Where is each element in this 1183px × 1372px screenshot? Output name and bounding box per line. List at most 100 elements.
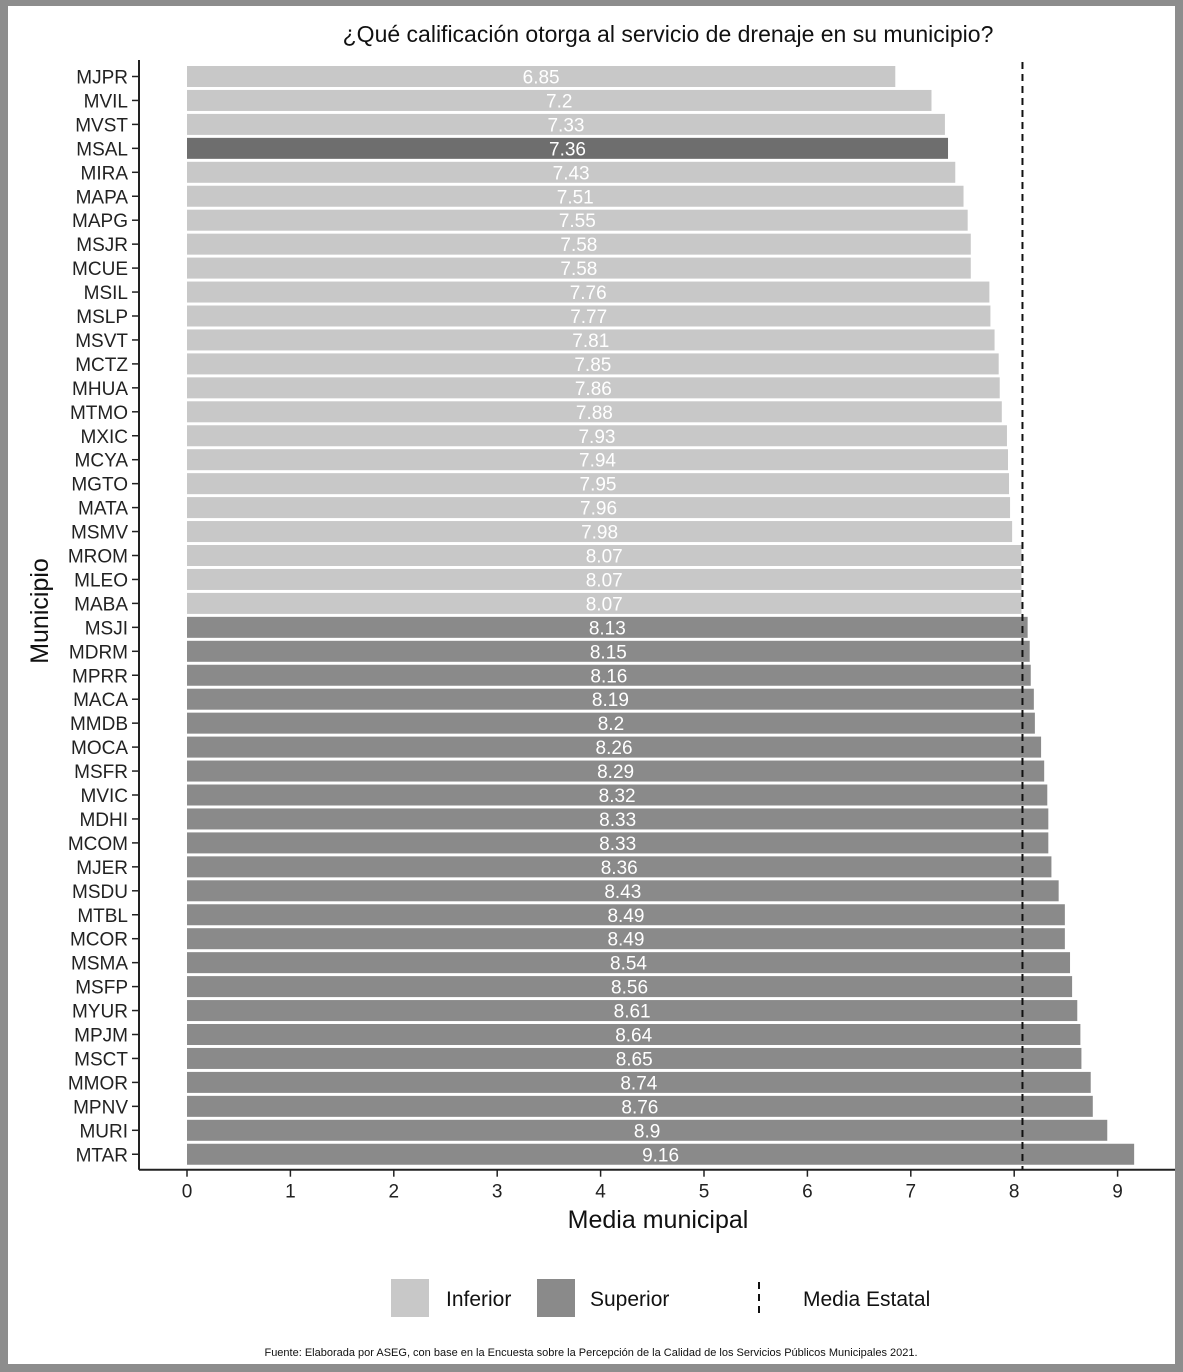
- bar-mvst: [187, 113, 945, 135]
- x-tick-label-2: 2: [389, 1182, 400, 1203]
- bar-msfp: [187, 976, 1073, 998]
- y-tick-label-mmdb: MMDB: [70, 714, 128, 735]
- bar-label-msji: 8.13: [589, 618, 626, 639]
- bar-label-msfr: 8.29: [597, 762, 634, 783]
- bar-label-mctz: 7.85: [574, 355, 611, 376]
- y-tick-label-msct: MSCT: [74, 1049, 128, 1070]
- legend-label-media-estatal: Media Estatal: [803, 1288, 930, 1311]
- bar-label-mtbl: 8.49: [607, 906, 644, 927]
- bar-mpjm: [187, 1024, 1081, 1045]
- bar-label-mmor: 8.74: [620, 1073, 657, 1094]
- bar-label-mdhi: 8.33: [599, 810, 636, 831]
- bar-label-mata: 7.96: [580, 499, 617, 520]
- bar-msdu: [187, 880, 1059, 902]
- bar-label-msjr: 7.58: [560, 235, 597, 256]
- bar-label-msvt: 7.81: [572, 331, 609, 352]
- bar-label-mjer: 8.36: [601, 858, 638, 879]
- legend-swatch-inferior: [391, 1279, 429, 1317]
- x-tick-label-1: 1: [285, 1182, 296, 1203]
- bar-mslp: [187, 305, 991, 327]
- bar-label-mcya: 7.94: [579, 451, 616, 472]
- y-tick-label-mvst: MVST: [75, 115, 128, 136]
- bar-label-mrom: 8.07: [586, 547, 623, 568]
- bar-label-mslp: 7.77: [570, 307, 607, 328]
- bar-msjr: [187, 233, 971, 255]
- chart-title: ¿Qué calificación otorga al servicio de …: [343, 21, 994, 47]
- bar-mmor: [187, 1071, 1091, 1093]
- y-tick-label-mvic: MVIC: [81, 786, 129, 807]
- y-tick-label-mdhi: MDHI: [79, 810, 128, 831]
- x-tick-label-4: 4: [595, 1182, 606, 1203]
- bar-mjpr: [187, 66, 896, 87]
- bar-moca: [187, 736, 1042, 758]
- bar-mcya: [187, 449, 1008, 471]
- bar-label-mcue: 7.58: [560, 259, 597, 280]
- x-axis-label: Media municipal: [568, 1206, 749, 1234]
- bar-mjer: [187, 856, 1052, 878]
- source-note: Fuente: Elaborada por ASEG, con base en …: [264, 1347, 917, 1359]
- y-tick-label-mvil: MVIL: [84, 91, 128, 112]
- bar-mcor: [187, 928, 1065, 950]
- y-tick-label-msal: MSAL: [76, 139, 128, 160]
- y-tick-label-mpnv: MPNV: [73, 1097, 128, 1118]
- bar-chart: ¿Qué calificación otorga al servicio de …: [26, 21, 1175, 1359]
- y-tick-label-msfr: MSFR: [74, 762, 128, 783]
- y-tick-label-muri: MURI: [79, 1121, 128, 1142]
- bar-label-maba: 8.07: [586, 594, 623, 615]
- x-tick-label-9: 9: [1112, 1182, 1123, 1203]
- bar-label-mvst: 7.33: [547, 115, 584, 136]
- bar-label-msfp: 8.56: [611, 978, 648, 999]
- bar-label-msdu: 8.43: [604, 882, 641, 903]
- y-tick-label-mdrm: MDRM: [69, 642, 128, 663]
- y-axis-label: Municipio: [26, 558, 54, 664]
- bar-muri: [187, 1119, 1108, 1141]
- bar-label-msmv: 7.98: [581, 523, 618, 544]
- bar-mpnv: [187, 1095, 1093, 1117]
- y-tick-label-mhua: MHUA: [72, 379, 128, 400]
- bar-label-mmdb: 8.2: [598, 714, 624, 735]
- bar-label-mjpr: 6.85: [523, 68, 560, 89]
- bar-mgto: [187, 473, 1010, 495]
- y-tick-label-mgto: MGTO: [71, 475, 128, 496]
- bar-msil: [187, 281, 990, 303]
- y-tick-label-mata: MATA: [78, 499, 128, 520]
- bar-label-mpjm: 8.64: [615, 1026, 652, 1047]
- bar-msfr: [187, 760, 1045, 782]
- bar-label-mxic: 7.93: [578, 427, 615, 448]
- legend-label-inferior: Inferior: [446, 1288, 511, 1311]
- y-tick-label-msfp: MSFP: [75, 978, 128, 999]
- y-tick-label-mpjm: MPJM: [74, 1026, 128, 1047]
- legend-swatch-superior: [537, 1279, 575, 1317]
- bar-msji: [187, 616, 1028, 638]
- bar-label-mcom: 8.33: [599, 834, 636, 855]
- bar-label-mtmo: 7.88: [576, 403, 613, 424]
- y-tick-label-myur: MYUR: [72, 1002, 128, 1023]
- y-tick-label-mxic: MXIC: [81, 427, 129, 448]
- bar-maba: [187, 592, 1022, 614]
- x-tick-label-5: 5: [699, 1182, 710, 1203]
- bar-mdhi: [187, 808, 1049, 830]
- x-axis: 0 1 2 3 4 5 6 7 8 9: [139, 1168, 1175, 1203]
- bar-label-mprr: 8.16: [590, 666, 627, 687]
- bar-label-msct: 8.65: [616, 1049, 653, 1070]
- bar-mapg: [187, 209, 968, 231]
- bar-label-maca: 8.19: [592, 690, 629, 711]
- legend-label-superior: Superior: [590, 1288, 669, 1311]
- y-tick-label-mjpr: MJPR: [76, 68, 128, 89]
- bar-label-mira: 7.43: [553, 163, 590, 184]
- y-tick-label-mjer: MJER: [76, 858, 128, 879]
- x-tick-label-7: 7: [906, 1182, 917, 1203]
- y-tick-label-msjr: MSJR: [76, 235, 128, 256]
- bar-mmdb: [187, 712, 1035, 734]
- y-tick-label-mleo: MLEO: [74, 570, 128, 591]
- bar-label-mdrm: 8.15: [590, 642, 627, 663]
- y-tick-label-msma: MSMA: [71, 954, 128, 975]
- y-tick-label-msji: MSJI: [85, 618, 128, 639]
- x-tick-label-3: 3: [492, 1182, 503, 1203]
- y-tick-label-mira: MIRA: [81, 163, 129, 184]
- bar-maca: [187, 688, 1034, 710]
- bar-labels-group: 6.857.2 7.33 7.36 7.43 7.51 7.55 7.58 7.58 7.76 7…: [523, 68, 679, 1167]
- bar-label-mcor: 8.49: [607, 930, 644, 951]
- y-tick-label-msmv: MSMV: [71, 523, 128, 544]
